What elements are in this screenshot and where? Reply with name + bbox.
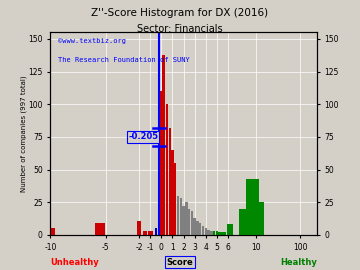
Bar — [216, 231, 218, 235]
Bar — [227, 224, 233, 235]
Bar — [199, 223, 202, 235]
Bar — [148, 231, 153, 235]
Bar — [210, 231, 212, 235]
Text: Sector: Financials: Sector: Financials — [137, 24, 223, 34]
Bar — [191, 211, 193, 235]
Text: Unhealthy: Unhealthy — [50, 258, 99, 266]
Text: Healthy: Healthy — [280, 258, 317, 266]
Bar — [171, 150, 174, 235]
Bar — [174, 163, 176, 235]
Bar — [207, 230, 210, 235]
Bar — [45, 228, 55, 235]
Bar — [95, 223, 105, 235]
Bar — [180, 198, 182, 235]
Bar — [204, 228, 207, 235]
Text: The Research Foundation of SUNY: The Research Foundation of SUNY — [58, 57, 190, 63]
Bar — [202, 226, 204, 235]
Bar — [246, 179, 259, 235]
Bar — [177, 196, 179, 235]
Text: Score: Score — [167, 258, 193, 266]
Bar — [193, 218, 196, 235]
Bar — [196, 221, 199, 235]
Bar — [162, 55, 165, 235]
Bar — [250, 202, 264, 235]
Bar — [188, 209, 190, 235]
Y-axis label: Number of companies (997 total): Number of companies (997 total) — [21, 75, 27, 192]
Text: ©www.textbiz.org: ©www.textbiz.org — [58, 39, 126, 45]
Bar — [143, 231, 147, 235]
Bar — [159, 91, 162, 235]
Bar — [183, 206, 185, 235]
Bar — [239, 209, 252, 235]
Bar — [185, 202, 188, 235]
Text: Z''-Score Histogram for DX (2016): Z''-Score Histogram for DX (2016) — [91, 8, 269, 18]
Bar — [166, 104, 168, 235]
Text: -0.205: -0.205 — [128, 132, 158, 141]
Bar — [213, 231, 215, 235]
Bar — [137, 221, 141, 235]
Bar — [219, 232, 221, 235]
Bar — [168, 128, 171, 235]
Bar — [155, 228, 157, 235]
Bar — [224, 232, 226, 235]
Bar — [221, 232, 224, 235]
